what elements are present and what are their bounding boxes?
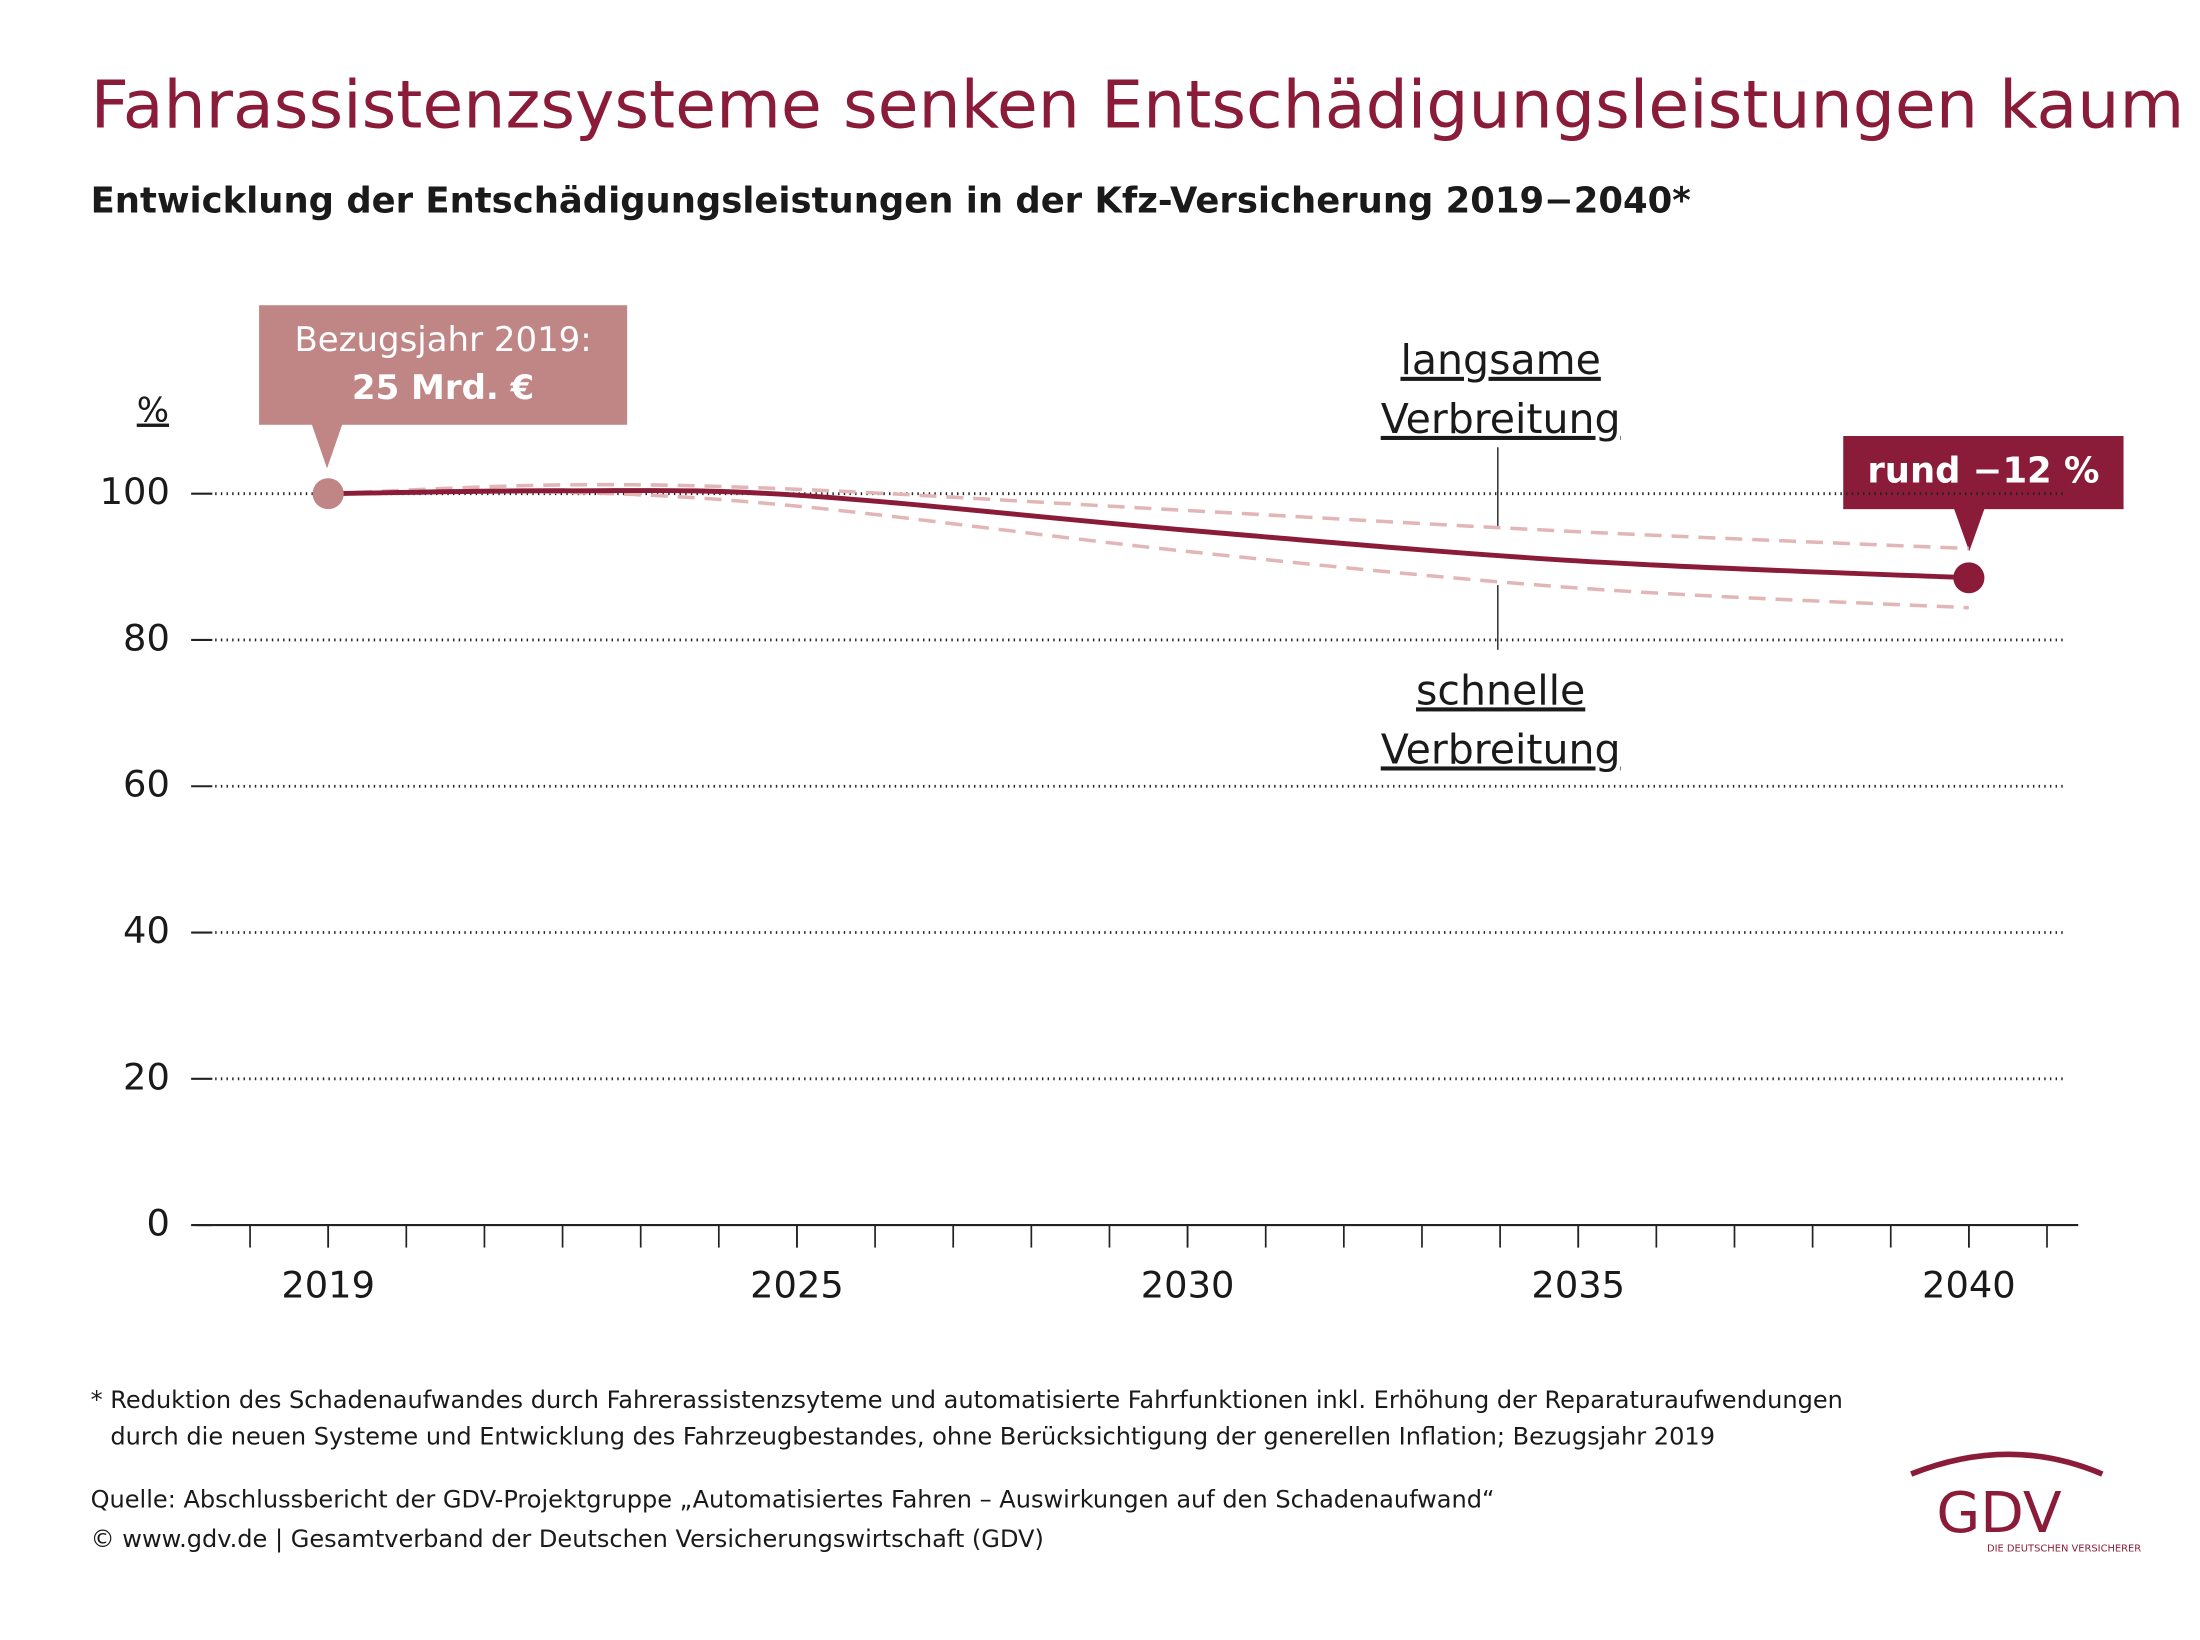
y-tick-label: 40 — [123, 909, 170, 952]
end-point — [1953, 562, 1985, 594]
footnote: durch die neuen Systeme und Entwicklung … — [110, 1423, 1715, 1451]
value-label-box — [1843, 436, 2124, 510]
y-tick-label: 20 — [123, 1055, 170, 1098]
annotation-line: schnelle — [1416, 667, 1585, 715]
x-tick-label: 2019 — [281, 1264, 375, 1307]
callout-pointer — [311, 423, 343, 469]
x-tick-label: 2040 — [1922, 1264, 2016, 1307]
source: Quelle: Abschlussbericht der GDV-Projekt… — [91, 1486, 1495, 1514]
annotation-line: Verbreitung — [1381, 395, 1621, 443]
callout-text: 25 Mrd. € — [352, 368, 534, 407]
x-tick-label: 2030 — [1141, 1264, 1235, 1307]
y-tick-label: 0 — [146, 1202, 169, 1245]
dashed-line — [328, 489, 1969, 610]
annotation: schnelle — [1416, 667, 1585, 715]
annotation: Verbreitung — [1381, 395, 1621, 443]
dashed-line — [328, 482, 1969, 551]
x-tick-label: 2025 — [750, 1264, 844, 1307]
annotation-line: Verbreitung — [1381, 726, 1621, 774]
annotation: langsame — [1400, 336, 1600, 384]
chart-title: Fahrassistenzsysteme senken Entschädigun… — [91, 66, 2185, 144]
annotation-line: langsame — [1400, 336, 1600, 384]
chart-subtitle: Entwicklung der Entschädigungsleistungen… — [91, 181, 1691, 222]
copyright: © www.gdv.de | Gesamtverband der Deutsch… — [91, 1525, 1044, 1553]
value-label: rund −12 % — [1867, 451, 2099, 492]
value-label-pointer — [1953, 507, 1985, 552]
x-tick-label: 2035 — [1531, 1264, 1625, 1307]
y-axis-label: % — [137, 391, 169, 430]
callout-box — [259, 305, 628, 425]
line — [328, 488, 1969, 581]
annotation: Verbreitung — [1381, 726, 1621, 774]
logo: GDV — [1936, 1481, 2062, 1546]
logo-arc — [1910, 1451, 2104, 1477]
footnote: * Reduktion des Schadenaufwandes durch F… — [91, 1386, 1843, 1414]
callout-text: Bezugsjahr 2019: — [294, 320, 591, 359]
logo-tagline: DIE DEUTSCHEN VERSICHERER — [1987, 1544, 2141, 1555]
y-tick-label: 80 — [123, 617, 170, 660]
y-tick-label: 100 — [100, 470, 170, 513]
start-point — [312, 478, 344, 510]
y-tick-label: 60 — [123, 763, 170, 806]
